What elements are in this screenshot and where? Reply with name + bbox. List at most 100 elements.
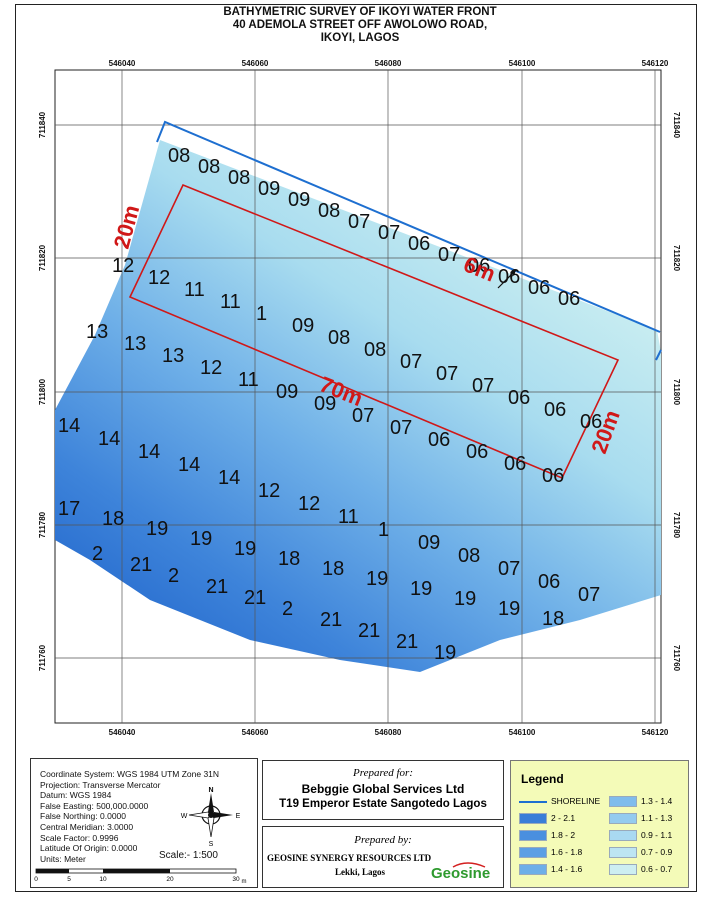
depth-value: 06 xyxy=(558,288,580,310)
bathymetry-surface xyxy=(55,140,661,672)
depth-value: 06 xyxy=(428,429,450,451)
legend-swatch xyxy=(519,847,547,859)
northing-right-1: 711840 xyxy=(672,112,681,139)
legend-item-label: 1.3 - 1.4 xyxy=(641,796,673,806)
projection-info-panel: Coordinate System: WGS 1984 UTM Zone 31N… xyxy=(30,758,258,888)
scalebar-unit: m xyxy=(242,879,247,885)
depth-value: 2 xyxy=(92,543,103,565)
depth-value: 08 xyxy=(364,339,386,361)
depth-value: 08 xyxy=(168,145,190,167)
depth-value: 07 xyxy=(438,244,460,266)
legend-item: 0.6 - 0.7 xyxy=(609,863,672,876)
depth-value: 07 xyxy=(400,351,422,373)
depth-value: 1 xyxy=(378,519,389,541)
legend-swatch xyxy=(609,813,637,825)
easting-bottom-2: 546060 xyxy=(242,728,269,737)
depth-value: 19 xyxy=(410,578,432,600)
legend-item-label: 1.8 - 2 xyxy=(551,830,576,840)
easting-bottom-4: 546100 xyxy=(509,728,536,737)
depth-value: 14 xyxy=(178,454,200,476)
depth-value: 19 xyxy=(190,528,212,550)
legend-item: 1.1 - 1.3 xyxy=(609,812,673,825)
depth-value: 19 xyxy=(146,518,168,540)
title-line-1: BATHYMETRIC SURVEY OF IKOYI WATER FRONT xyxy=(223,6,497,18)
depth-value: 09 xyxy=(314,393,336,415)
title-line-2: 40 ADEMOLA STREET OFF AWOLOWO ROAD, xyxy=(232,19,488,31)
easting-labels: 546040 546060 546080 546100 546120 54604… xyxy=(109,59,669,737)
scalebar-0: 0 xyxy=(34,876,38,883)
central-meridian: Central Meridian: 3.0000 xyxy=(40,821,134,832)
northing-left-3: 711800 xyxy=(38,378,47,405)
legend-item: 1.8 - 2 xyxy=(519,829,576,842)
legend-item: 1.3 - 1.4 xyxy=(609,795,673,808)
shoreline-fragment xyxy=(655,349,662,361)
legend-swatch xyxy=(519,830,547,842)
false-easting: False Easting: 500,000.0000 xyxy=(40,800,149,811)
prepared-by-panel: Prepared by: GEOSINE SYNERGY RESOURCES L… xyxy=(262,826,504,888)
legend-swatch xyxy=(609,796,637,808)
depth-value: 06 xyxy=(468,255,490,277)
depth-value: 12 xyxy=(258,480,280,502)
legend-shoreline: SHORELINE xyxy=(519,795,600,807)
legend-item-label: 2 - 2.1 xyxy=(551,813,576,823)
geosine-logo: Geosine xyxy=(429,861,495,883)
depth-value: 14 xyxy=(138,441,160,463)
depth-value: 07 xyxy=(348,211,370,233)
depth-value: 13 xyxy=(86,321,108,343)
depth-value: 21 xyxy=(358,620,380,642)
depth-value: 21 xyxy=(320,609,342,631)
survey-area-boundary xyxy=(128,183,620,480)
legend-title: Legend xyxy=(521,772,564,786)
depth-value: 06 xyxy=(508,387,530,409)
depth-value: 13 xyxy=(162,345,184,367)
depth-value: 09 xyxy=(418,532,440,554)
map-frame xyxy=(15,4,697,892)
scalebar-20: 20 xyxy=(166,876,174,883)
depth-value: 12 xyxy=(298,493,320,515)
coord-system: Coordinate System: WGS 1984 UTM Zone 31N xyxy=(40,769,220,779)
depth-value: 21 xyxy=(130,554,152,576)
depth-value: 06 xyxy=(498,266,520,288)
easting-bottom-1: 546040 xyxy=(109,728,136,737)
depth-value: 06 xyxy=(408,233,430,255)
legend-item-label: 0.9 - 1.1 xyxy=(641,830,673,840)
legend-swatch xyxy=(609,830,637,842)
depth-value: 19 xyxy=(434,642,456,664)
legend-item: 1.4 - 1.6 xyxy=(519,863,582,876)
easting-top-2: 546060 xyxy=(242,59,269,68)
depth-value: 07 xyxy=(472,375,494,397)
legend-item-label: 1.6 - 1.8 xyxy=(551,847,583,857)
depth-soundings: 08 08 08 09 09 08 07 07 06 07 06 06 06 06121211111090… xyxy=(58,145,602,664)
depth-value: 07 xyxy=(578,584,600,606)
legend-item: 1.6 - 1.8 xyxy=(519,846,583,859)
northing-left-5: 711760 xyxy=(38,644,47,671)
datum: Datum: WGS 1984 xyxy=(40,790,112,801)
logo-text: Geosine xyxy=(431,865,491,882)
depth-value: 08 xyxy=(198,156,220,178)
legend-panel: Legend SHORELINE 2 - 2.1 1.8 - 2 1.6 - 1.8… xyxy=(510,760,689,888)
depth-value: 11 xyxy=(238,369,259,391)
depth-value: 11 xyxy=(338,506,359,528)
northing-right-3: 711800 xyxy=(672,379,681,406)
legend-item-label: 1.1 - 1.3 xyxy=(641,813,673,823)
depth-value: 18 xyxy=(542,608,564,630)
map-title: BATHYMETRIC SURVEY OF IKOYI WATER FRONT … xyxy=(0,6,720,45)
depth-value: 12 xyxy=(200,357,222,379)
depth-value: 17 xyxy=(58,498,80,520)
depth-value: 14 xyxy=(98,428,120,450)
legend-item: 0.9 - 1.1 xyxy=(609,829,673,842)
northing-left-4: 711780 xyxy=(38,511,47,538)
depth-value: 18 xyxy=(102,508,124,530)
depth-value: 1 xyxy=(256,303,267,325)
depth-value: 07 xyxy=(436,363,458,385)
northing-right-2: 711820 xyxy=(672,245,681,272)
northing-right-5: 711760 xyxy=(672,645,681,672)
depth-value: 06 xyxy=(504,453,526,475)
depth-value: 08 xyxy=(318,200,340,222)
depth-value: 12 xyxy=(112,255,134,277)
northing-left-1: 711840 xyxy=(38,111,47,138)
legend-swatch xyxy=(609,847,637,859)
legend-item: 2 - 2.1 xyxy=(519,812,576,825)
depth-value: 2 xyxy=(282,598,293,620)
